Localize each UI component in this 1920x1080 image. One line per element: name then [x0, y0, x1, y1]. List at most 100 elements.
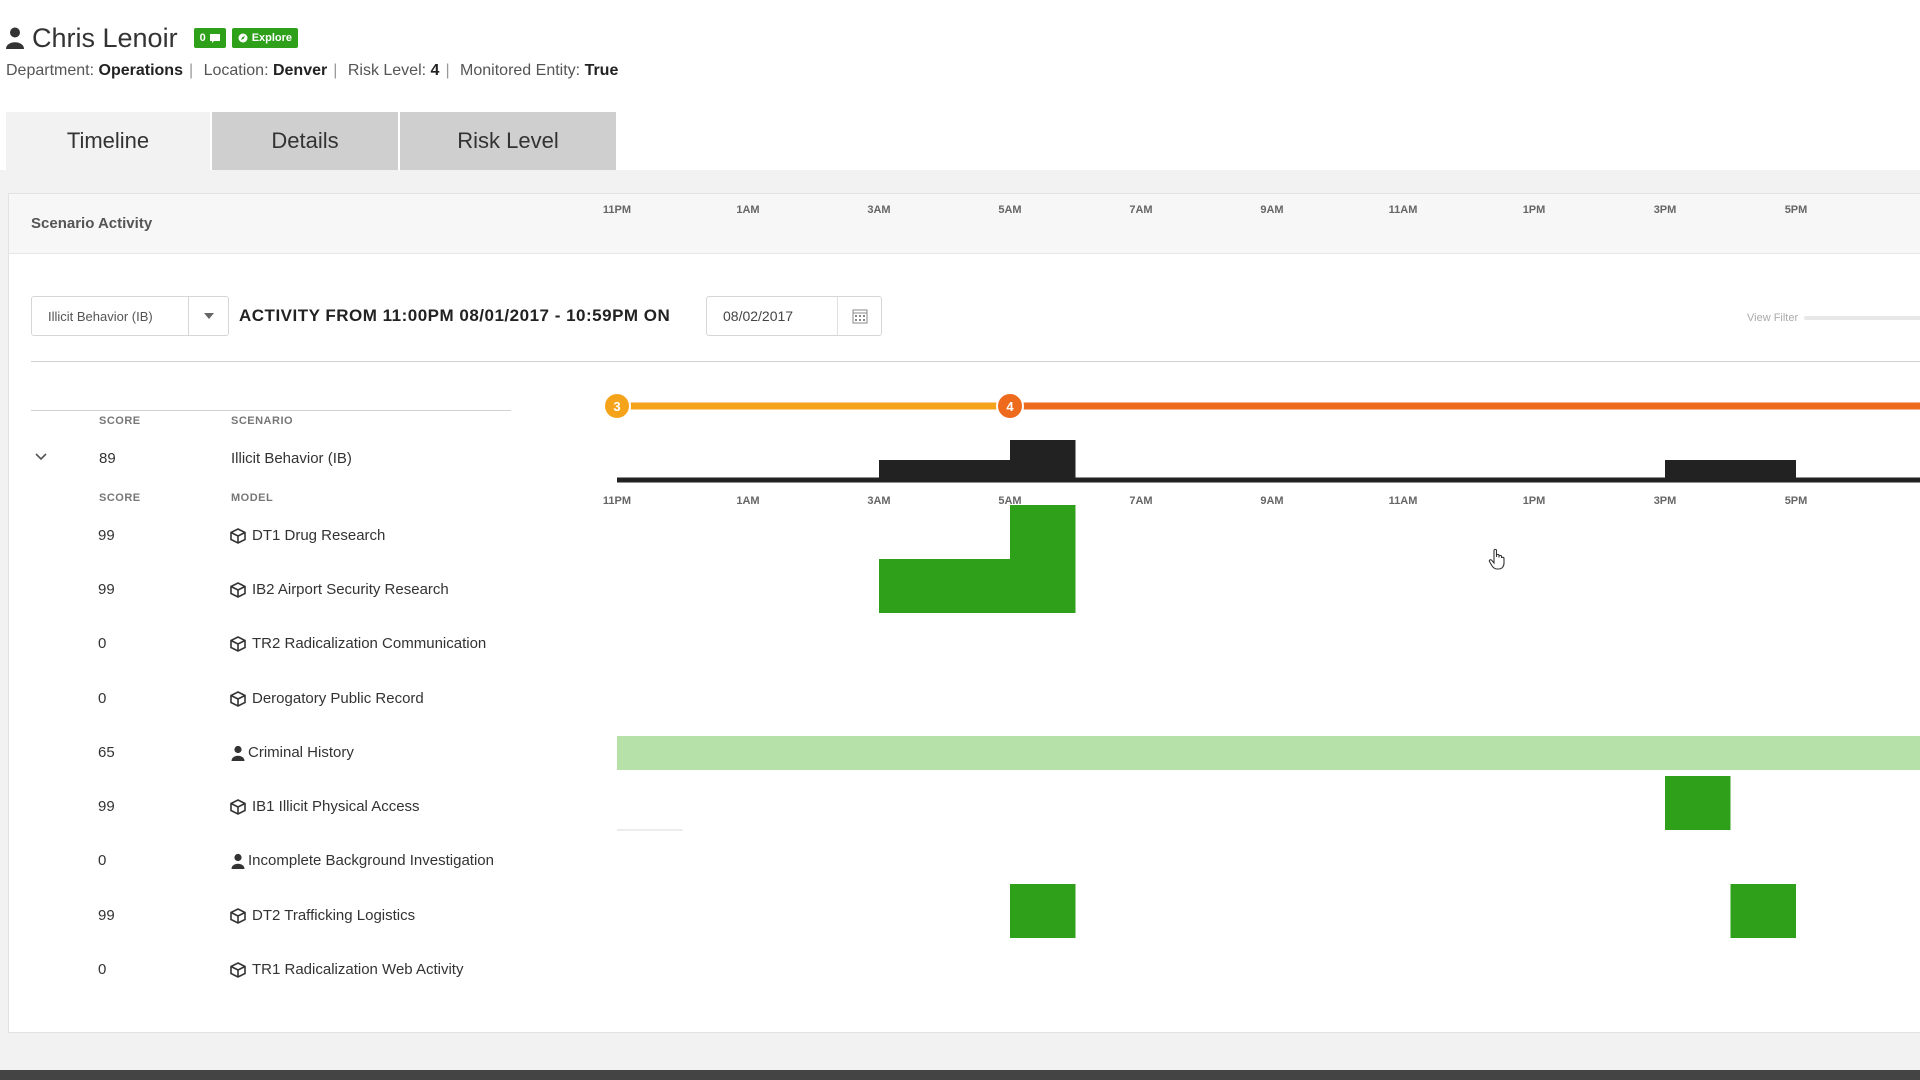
chevron-down-icon[interactable]: [188, 297, 228, 335]
person-icon: [231, 745, 245, 761]
model-score: 99: [98, 907, 115, 924]
risk-level-marker-label: 4: [1006, 399, 1014, 414]
model-name: IB2 Airport Security Research: [252, 581, 449, 598]
time-tick-label: 3AM: [867, 495, 890, 507]
continuous-activity-band: [617, 736, 1920, 770]
time-tick-label: 9AM: [1260, 495, 1283, 507]
model-name: Criminal History: [248, 744, 354, 761]
model-activity-cell: [879, 559, 945, 613]
cube-icon: [230, 636, 246, 652]
comment-icon: [209, 34, 220, 43]
explore-label: Explore: [251, 32, 293, 44]
scenario-activity-bar: [1730, 460, 1796, 480]
scenario-filter-value: Illicit Behavior (IB): [48, 308, 153, 324]
model-name: TR1 Radicalization Web Activity: [252, 961, 464, 978]
model-score: 65: [98, 744, 115, 761]
model-score: 99: [98, 581, 115, 598]
risk-level-marker-label: 3: [613, 399, 620, 414]
count-badge-value: 0: [199, 32, 206, 44]
view-filter-slider[interactable]: [1804, 316, 1920, 320]
panel-title: Scenario Activity: [9, 194, 1920, 254]
model-row[interactable]: 99 DT2 Trafficking Logistics: [31, 905, 511, 929]
time-tick-label: 1PM: [1523, 204, 1546, 216]
date-input[interactable]: [707, 307, 837, 325]
person-icon: [6, 27, 24, 49]
model-row[interactable]: 0 Incomplete Background Investigation: [31, 850, 511, 874]
model-score: 0: [98, 961, 107, 978]
model-row[interactable]: 99 DT1 Drug Research: [31, 525, 511, 549]
time-tick-label: 9AM: [1260, 204, 1283, 216]
person-icon: [231, 853, 245, 869]
scenario-activity-bar: [1010, 440, 1076, 480]
model-row[interactable]: 99 IB2 Airport Security Research: [31, 579, 511, 603]
tab-risk-level[interactable]: Risk Level: [400, 112, 616, 170]
model-name: DT1 Drug Research: [252, 527, 386, 544]
model-activity-cell: [1665, 776, 1731, 830]
time-tick-label: 1AM: [736, 495, 759, 507]
time-tick-label: 7AM: [1129, 495, 1152, 507]
monitored-value: True: [584, 62, 619, 79]
view-filter-label: View Filter: [1747, 312, 1799, 324]
model-row[interactable]: 0 Derogatory Public Record: [31, 688, 511, 712]
risk-level-marker: [996, 392, 1024, 420]
model-activity-cell: [944, 559, 1010, 613]
cube-icon: [230, 908, 246, 924]
scenario-score-header: SCORE: [99, 415, 141, 427]
time-tick-label: 11PM: [603, 204, 631, 216]
window-bottom-bar: [0, 1070, 1920, 1080]
model-row[interactable]: 99 IB1 Illicit Physical Access: [31, 796, 511, 820]
scenario-score: 89: [99, 450, 116, 467]
time-tick-label: 3PM: [1654, 204, 1677, 216]
activity-range-label: ACTIVITY FROM 11:00PM 08/01/2017 - 10:59…: [239, 306, 671, 325]
time-tick-label: 11PM: [603, 495, 631, 507]
time-tick-label: 5PM: [1785, 204, 1808, 216]
tab-timeline[interactable]: Timeline: [6, 112, 210, 170]
monitored-label: Monitored Entity:: [460, 62, 581, 79]
model-score-header: SCORE: [99, 492, 141, 504]
model-activity-cell: [1730, 884, 1796, 938]
scenario-filter-select[interactable]: Illicit Behavior (IB): [31, 296, 229, 336]
time-tick-label: 1AM: [736, 204, 759, 216]
cube-icon: [230, 799, 246, 815]
scenario-activity-bar: [1665, 460, 1731, 480]
location-value: Denver: [272, 62, 328, 79]
divider: [31, 361, 1920, 362]
time-tick-label: 5AM: [998, 495, 1021, 507]
cube-icon: [230, 962, 246, 978]
scenario-header: SCENARIO: [231, 415, 294, 427]
explore-button[interactable]: Explore: [231, 28, 299, 48]
time-tick-label: 5PM: [1785, 495, 1808, 507]
user-name: Chris Lenoir: [32, 22, 178, 53]
scenario-row[interactable]: 89 Illicit Behavior (IB): [31, 448, 511, 472]
chevron-down-icon[interactable]: [35, 452, 47, 462]
time-tick-label: 11AM: [1389, 495, 1418, 507]
view-filter[interactable]: View Filter: [1747, 312, 1920, 324]
user-meta: Department: Operations | Location: Denver…: [6, 62, 619, 79]
risk-value: 4: [430, 62, 440, 79]
count-badge[interactable]: 0: [193, 28, 226, 48]
model-activity-cell: [1010, 505, 1076, 559]
tab-bar: Timeline Details Risk Level: [6, 112, 616, 170]
model-name: DT2 Trafficking Logistics: [252, 907, 416, 924]
model-row[interactable]: 65 Criminal History: [31, 742, 511, 766]
department-label: Department:: [6, 62, 95, 79]
model-score: 0: [98, 635, 107, 652]
divider: [31, 410, 511, 411]
timeline-chart[interactable]: 11PM 1AM 3AM 5AM 7AM 9AM 11AM 1PM 3PM 5PM 3 4 11PM 1A…: [600, 170, 1920, 970]
tab-details[interactable]: Details: [212, 112, 398, 170]
model-header: MODEL: [231, 492, 274, 504]
compass-icon: [238, 33, 248, 43]
time-tick-label: 3PM: [1654, 495, 1677, 507]
cube-icon: [230, 528, 246, 544]
risk-level-marker: [603, 392, 631, 420]
name-row: Chris Lenoir 0 Explore: [6, 20, 304, 56]
calendar-icon[interactable]: [837, 297, 881, 335]
time-tick-label: 11AM: [1389, 204, 1418, 216]
hand-cursor-icon: [1488, 548, 1505, 570]
date-picker[interactable]: [706, 296, 882, 336]
cube-icon: [230, 582, 246, 598]
risk-label: Risk Level:: [347, 62, 427, 79]
model-name: IB1 Illicit Physical Access: [252, 798, 420, 815]
model-row[interactable]: 0 TR2 Radicalization Communication: [31, 633, 511, 657]
model-row[interactable]: 0 TR1 Radicalization Web Activity: [31, 959, 511, 983]
